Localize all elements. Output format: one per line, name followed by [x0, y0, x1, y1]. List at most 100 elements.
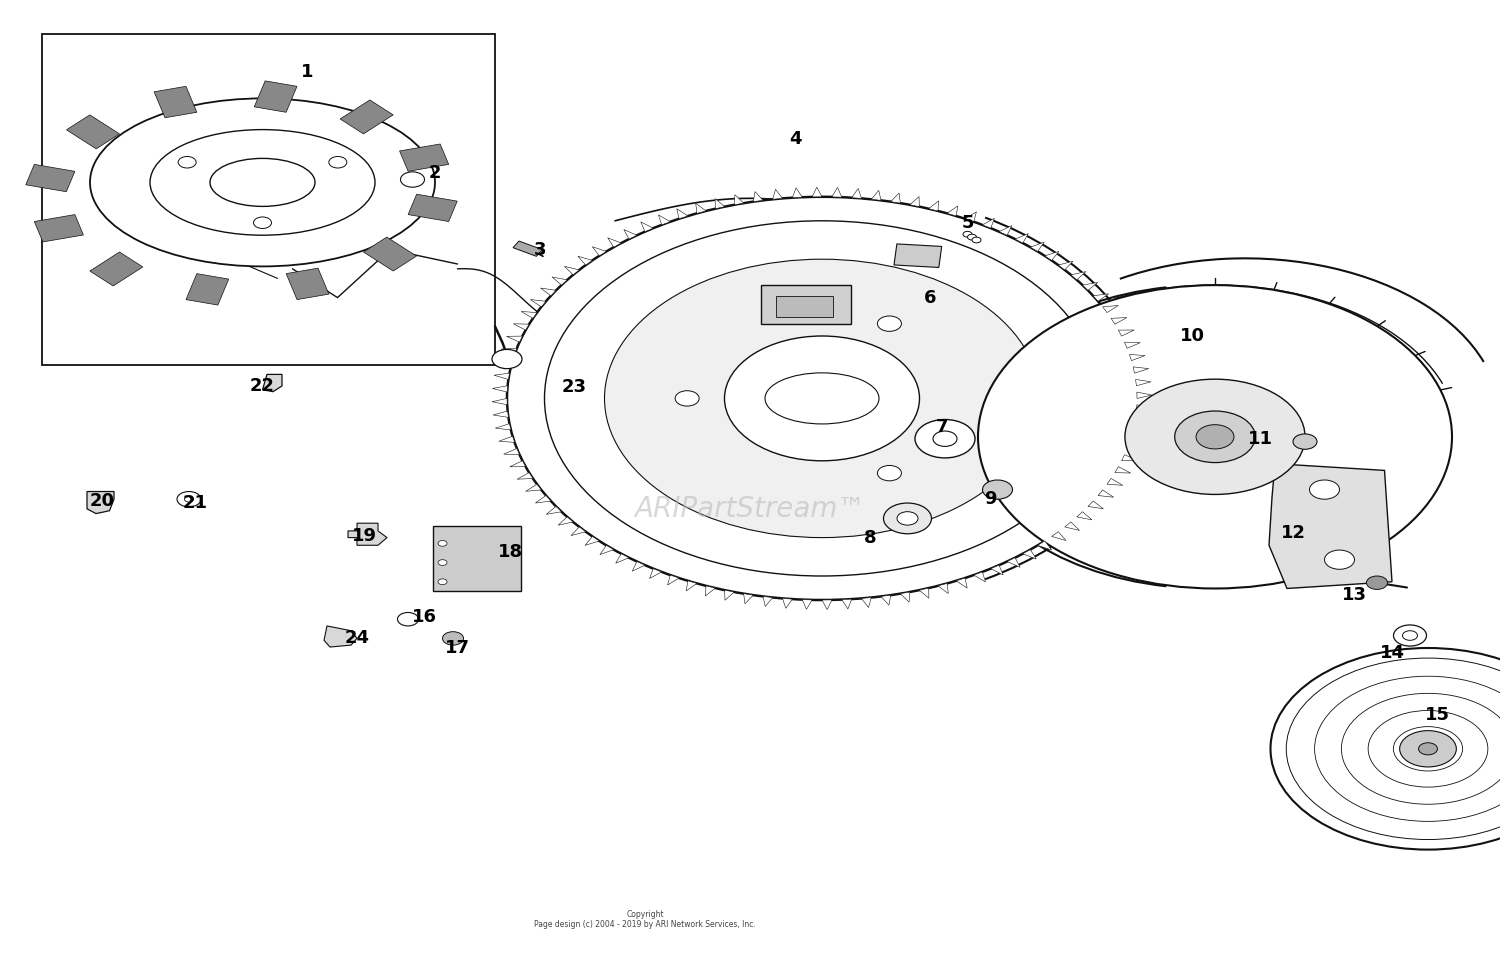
Polygon shape — [938, 584, 948, 593]
Text: 23: 23 — [562, 378, 586, 396]
Polygon shape — [585, 537, 600, 545]
Text: 5: 5 — [962, 214, 974, 231]
Polygon shape — [546, 507, 561, 515]
Polygon shape — [1137, 405, 1152, 411]
Text: 8: 8 — [864, 529, 876, 546]
Polygon shape — [615, 554, 628, 564]
Circle shape — [442, 632, 464, 645]
Polygon shape — [1088, 501, 1104, 509]
Polygon shape — [564, 266, 579, 275]
Text: Copyright
Page design (c) 2004 - 2019 by ARI Network Services, Inc.: Copyright Page design (c) 2004 - 2019 by… — [534, 910, 756, 929]
Polygon shape — [744, 593, 753, 604]
Polygon shape — [518, 472, 532, 479]
Polygon shape — [999, 226, 1012, 235]
Polygon shape — [1038, 540, 1052, 550]
Polygon shape — [716, 199, 724, 208]
Bar — [340, 100, 393, 133]
Circle shape — [982, 480, 1012, 499]
Circle shape — [933, 431, 957, 446]
Polygon shape — [640, 222, 652, 231]
Circle shape — [1125, 379, 1305, 494]
Circle shape — [254, 217, 272, 228]
Polygon shape — [1065, 522, 1080, 531]
Circle shape — [1270, 648, 1500, 850]
Circle shape — [915, 420, 975, 458]
Polygon shape — [492, 398, 507, 405]
Bar — [894, 244, 942, 268]
Polygon shape — [1023, 550, 1036, 559]
Text: 6: 6 — [924, 289, 936, 306]
Polygon shape — [1136, 379, 1150, 386]
Bar — [363, 237, 417, 271]
Polygon shape — [494, 373, 510, 379]
Polygon shape — [686, 581, 698, 591]
Polygon shape — [734, 195, 744, 204]
Polygon shape — [513, 324, 529, 330]
Polygon shape — [608, 238, 621, 247]
Circle shape — [438, 579, 447, 585]
Polygon shape — [1102, 305, 1119, 313]
Circle shape — [675, 391, 699, 406]
Polygon shape — [496, 361, 513, 367]
Bar — [255, 81, 297, 112]
Circle shape — [1368, 710, 1488, 787]
Text: 18: 18 — [498, 543, 522, 561]
Polygon shape — [760, 285, 850, 324]
Polygon shape — [525, 484, 542, 492]
Bar — [513, 241, 543, 256]
Circle shape — [1394, 625, 1426, 646]
Circle shape — [398, 612, 418, 626]
Polygon shape — [1125, 342, 1140, 348]
Circle shape — [544, 221, 1100, 576]
Polygon shape — [87, 492, 114, 514]
Circle shape — [978, 285, 1452, 588]
Ellipse shape — [765, 372, 879, 424]
Polygon shape — [520, 311, 537, 319]
Polygon shape — [1114, 467, 1131, 473]
Polygon shape — [753, 192, 764, 202]
Polygon shape — [982, 218, 994, 228]
Text: 2: 2 — [429, 164, 441, 181]
Circle shape — [1402, 631, 1417, 640]
Polygon shape — [891, 193, 900, 204]
Polygon shape — [1137, 392, 1152, 398]
Polygon shape — [822, 600, 833, 610]
Polygon shape — [624, 229, 638, 239]
Ellipse shape — [210, 158, 315, 206]
Polygon shape — [1269, 464, 1392, 588]
Circle shape — [897, 512, 918, 525]
Polygon shape — [668, 575, 680, 585]
Polygon shape — [842, 599, 852, 609]
Text: 14: 14 — [1380, 644, 1404, 661]
Polygon shape — [536, 495, 550, 503]
Circle shape — [438, 540, 447, 546]
Bar — [186, 274, 228, 305]
Bar — [399, 144, 448, 171]
Polygon shape — [1112, 318, 1126, 324]
Text: 22: 22 — [251, 377, 274, 395]
Polygon shape — [928, 201, 939, 211]
Polygon shape — [504, 448, 519, 455]
Polygon shape — [1044, 252, 1059, 260]
Circle shape — [328, 156, 346, 168]
Polygon shape — [1083, 282, 1098, 290]
Polygon shape — [974, 572, 986, 582]
Polygon shape — [531, 300, 546, 307]
Text: 1: 1 — [302, 63, 313, 81]
Polygon shape — [871, 190, 880, 201]
Polygon shape — [552, 276, 567, 285]
Text: 7: 7 — [936, 419, 948, 436]
Circle shape — [1314, 676, 1500, 822]
Polygon shape — [852, 188, 861, 199]
Ellipse shape — [90, 99, 435, 266]
Bar — [26, 164, 75, 192]
Polygon shape — [696, 204, 706, 213]
Polygon shape — [1122, 455, 1137, 461]
Text: 16: 16 — [413, 609, 436, 626]
Text: 12: 12 — [1281, 524, 1305, 541]
Polygon shape — [492, 386, 507, 392]
Polygon shape — [1077, 512, 1092, 520]
Circle shape — [184, 496, 194, 502]
Polygon shape — [501, 348, 518, 354]
Polygon shape — [724, 590, 734, 600]
